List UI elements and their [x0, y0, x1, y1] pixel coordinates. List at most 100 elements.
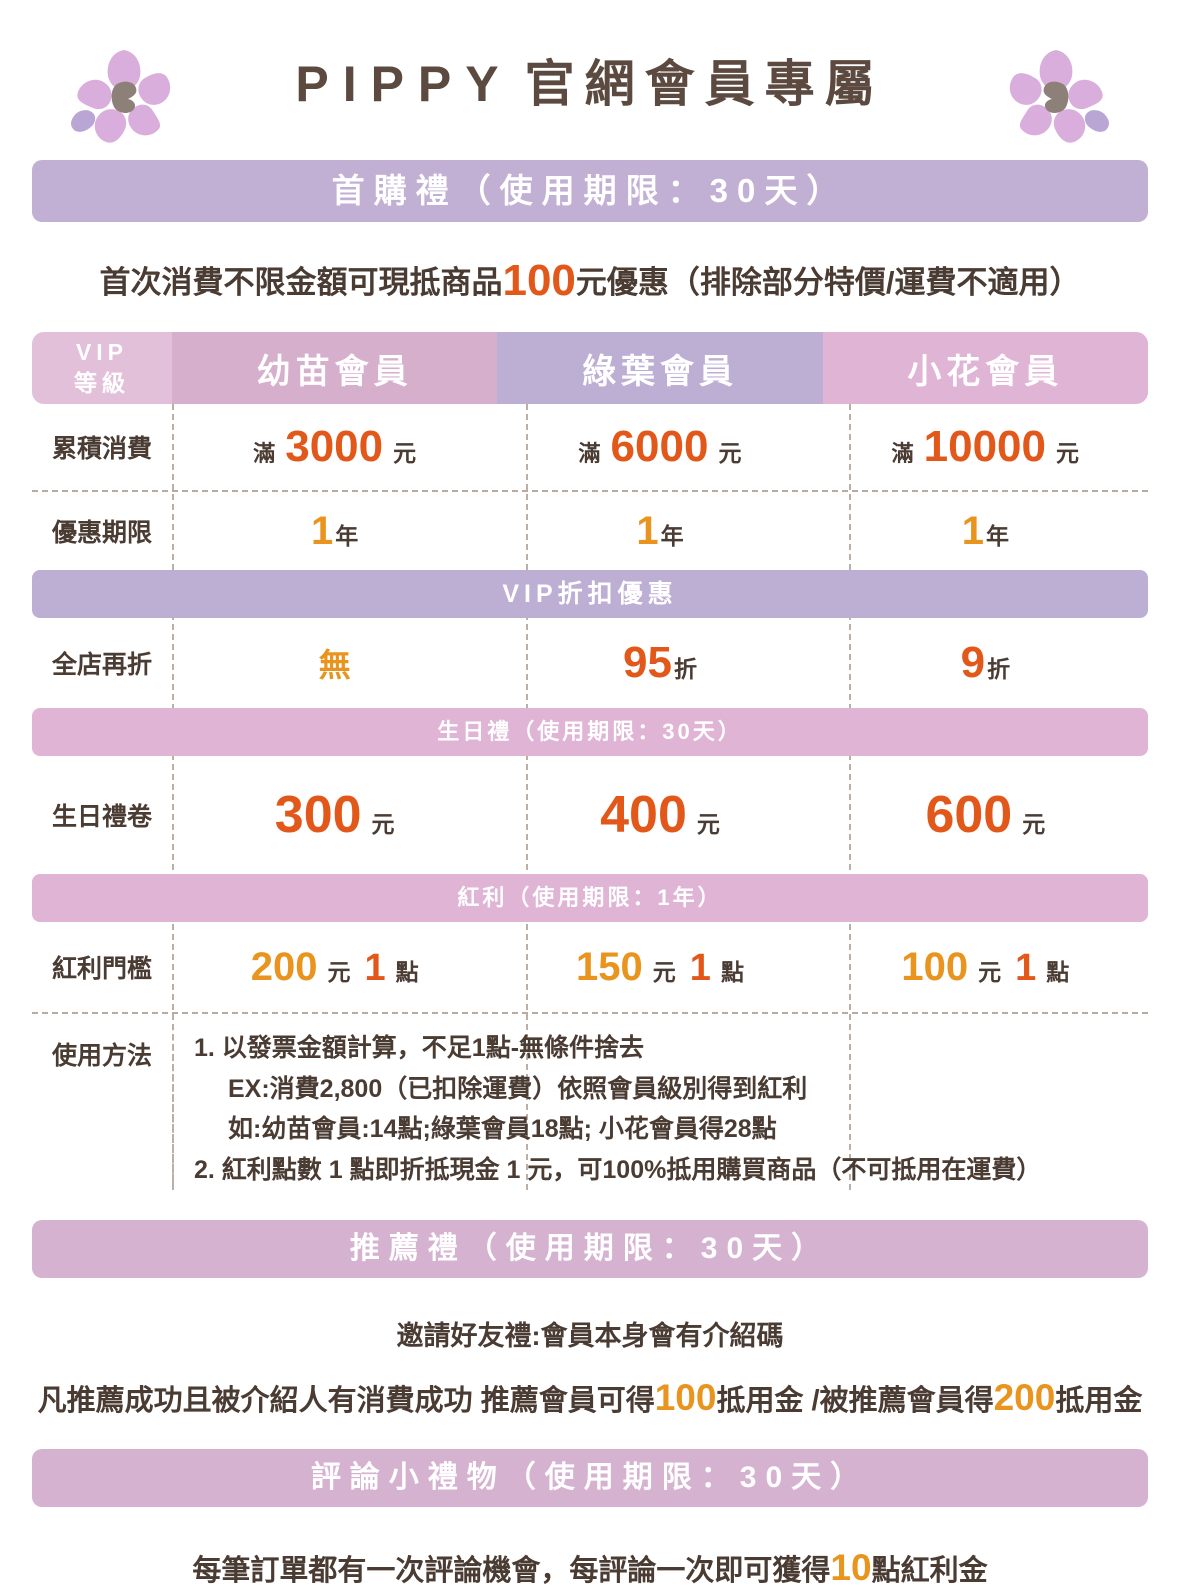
- row-label-cumulative-spend: 累積消費: [51, 435, 152, 463]
- value: 200: [250, 944, 318, 989]
- referral-text-a: 凡推薦成功且被介紹人有消費成功 推薦會員可得: [37, 1385, 655, 1417]
- point-value: 1: [689, 946, 711, 989]
- subbanner-birthday-gift: 生日禮（使用期限：30天）: [32, 708, 1148, 756]
- vip-benefits-table: VIP 等級 幼苗會員 綠葉會員 小花會員 累積消費 滿 3000 元 滿 60…: [32, 332, 1148, 1190]
- banner-referral-gift: 推薦禮（使用期限：30天）: [32, 1220, 1148, 1278]
- row-label-validity: 優惠期限: [51, 519, 152, 547]
- referral-text-c: 抵用金: [1055, 1385, 1143, 1417]
- cumulative-spend-sprout: 滿 3000 元: [172, 404, 497, 490]
- value: 1: [311, 508, 334, 553]
- unit: 折: [987, 656, 1011, 682]
- subbanner-bonus-points: 紅利（使用期限：1年）: [32, 874, 1148, 922]
- row-divider: [32, 1012, 1148, 1014]
- prefix: 滿: [578, 441, 601, 466]
- unit: 元: [1056, 440, 1079, 466]
- first-purchase-desc-after: 元優惠（排除部分特價/運費不適用）: [575, 265, 1081, 300]
- value: 3000: [285, 422, 384, 471]
- referral-amount-referrer: 100: [654, 1377, 717, 1418]
- value: 無: [318, 647, 351, 683]
- review-text-a: 每筆訂單都有一次評論機會，每評論一次即可獲得: [192, 1555, 831, 1587]
- unit: 元: [327, 958, 351, 985]
- review-text-b: 點紅利金: [871, 1555, 988, 1587]
- unit: 元: [718, 440, 742, 466]
- review-points: 10: [830, 1547, 872, 1588]
- store-discount-sprout: 無: [172, 618, 497, 708]
- table-row-birthday-voucher: 生日禮卷 300 元 400 元 600 元: [32, 756, 1148, 874]
- table-row-bonus-threshold: 紅利門檻 200 元 1 點 150 元 1 點 100 元 1 點: [32, 922, 1148, 1012]
- value: 1: [636, 508, 659, 553]
- table-row-usage-method: 使用方法 1. 以發票金額計算，不足1點-無條件捨去 EX:消費2,800（已扣…: [32, 1014, 1148, 1190]
- value: 10000: [923, 422, 1046, 471]
- unit: 元: [696, 811, 720, 837]
- unit: 折: [673, 656, 697, 682]
- banner-review-gift: 評論小禮物（使用期限：30天）: [32, 1449, 1148, 1507]
- usage-line: 1. 以發票金額計算，不足1點-無條件捨去: [194, 1034, 645, 1062]
- table-row-cumulative-spend: 累積消費 滿 3000 元 滿 6000 元 滿 10000 元: [32, 404, 1148, 490]
- value: 150: [576, 944, 643, 989]
- unit: 年: [985, 522, 1009, 549]
- vip-label-line2: 等級: [74, 370, 130, 396]
- birthday-voucher-flower: 600 元: [823, 756, 1148, 874]
- review-description: 每筆訂單都有一次評論機會，每評論一次即可獲得10點紅利金: [0, 1547, 1180, 1589]
- value: 95: [623, 638, 672, 687]
- usage-method-text: 1. 以發票金額計算，不足1點-無條件捨去 EX:消費2,800（已扣除運費）依…: [172, 1028, 1148, 1190]
- value: 400: [600, 786, 687, 844]
- usage-line: 如:幼苗會員:14點;綠葉會員18點; 小花會員得28點: [228, 1115, 777, 1143]
- referral-line-1: 邀請好友禮:會員本身會有介紹碼: [396, 1321, 784, 1351]
- point-value: 1: [1015, 946, 1037, 989]
- value: 1: [961, 508, 984, 553]
- birthday-voucher-sprout: 300 元: [172, 756, 497, 874]
- page-title: PIPPY 官網會員專屬: [295, 44, 884, 116]
- usage-line: EX:消費2,800（已扣除運費）依照會員級別得到紅利: [228, 1074, 808, 1103]
- cumulative-spend-leaf: 滿 6000 元: [497, 404, 822, 490]
- first-purchase-description: 首次消費不限金額可現抵商品100元優惠（排除部分特價/運費不適用）: [0, 256, 1180, 306]
- table-row-store-discount: 全店再折 無 95 折 9 折: [32, 618, 1148, 708]
- point-unit: 點: [720, 958, 744, 985]
- unit: 元: [393, 440, 417, 466]
- value: 9: [960, 638, 986, 687]
- page-title-latin: PIPPY: [295, 56, 513, 112]
- value: 100: [901, 944, 969, 989]
- prefix: 滿: [891, 441, 914, 466]
- tier-header-sprout: 幼苗會員: [172, 332, 498, 404]
- unit: 元: [978, 958, 1002, 985]
- first-purchase-amount: 100: [502, 256, 576, 305]
- vip-label-line1: VIP: [75, 338, 129, 365]
- row-label-bonus-threshold: 紅利門檻: [51, 955, 152, 983]
- bonus-threshold-leaf: 150 元 1 點: [497, 922, 822, 1012]
- point-value: 1: [364, 946, 386, 989]
- sakura-blossom-left-icon: [71, 50, 171, 143]
- table-header-row: VIP 等級 幼苗會員 綠葉會員 小花會員: [32, 332, 1148, 404]
- row-divider: [32, 490, 1148, 492]
- prefix: 滿: [253, 441, 276, 466]
- page-title-cjk: 官網會員專屬: [524, 56, 885, 112]
- validity-sprout: 1 年: [172, 492, 497, 570]
- store-discount-flower: 9 折: [823, 618, 1148, 708]
- tier-header-leaf: 綠葉會員: [497, 332, 823, 404]
- unit: 元: [1022, 811, 1046, 837]
- row-label-birthday-voucher: 生日禮卷: [51, 803, 152, 831]
- sakura-blossom-right-icon: [1009, 50, 1109, 143]
- table-header-vip-level: VIP 等級: [32, 332, 172, 404]
- usage-line: 2. 紅利點數 1 點即折抵現金 1 元，可100%抵用購買商品（不可抵用在運費…: [194, 1155, 1042, 1184]
- referral-amount-referee: 200: [993, 1377, 1056, 1418]
- point-unit: 點: [395, 958, 419, 985]
- unit: 年: [335, 522, 359, 549]
- unit: 元: [652, 958, 676, 985]
- validity-flower: 1 年: [823, 492, 1148, 570]
- birthday-voucher-leaf: 400 元: [497, 756, 822, 874]
- value: 6000: [610, 422, 709, 471]
- row-label-usage-method: 使用方法: [51, 1042, 152, 1070]
- referral-line-2: 凡推薦成功且被介紹人有消費成功 推薦會員可得100抵用金 /被推薦會員得200抵…: [0, 1377, 1180, 1419]
- store-discount-leaf: 95 折: [497, 618, 822, 708]
- bonus-threshold-sprout: 200 元 1 點: [172, 922, 497, 1012]
- tier-header-flower: 小花會員: [822, 332, 1148, 404]
- referral-text-b: 抵用金 /被推薦會員得: [716, 1385, 994, 1417]
- value: 600: [925, 786, 1013, 844]
- first-purchase-desc-before: 首次消費不限金額可現抵商品: [99, 265, 503, 300]
- usage-column-separator: [172, 1014, 174, 1184]
- banner-first-purchase: 首購禮（使用期限：30天）: [32, 160, 1148, 222]
- unit: 年: [660, 522, 684, 549]
- unit: 元: [371, 811, 395, 837]
- bonus-threshold-flower: 100 元 1 點: [823, 922, 1148, 1012]
